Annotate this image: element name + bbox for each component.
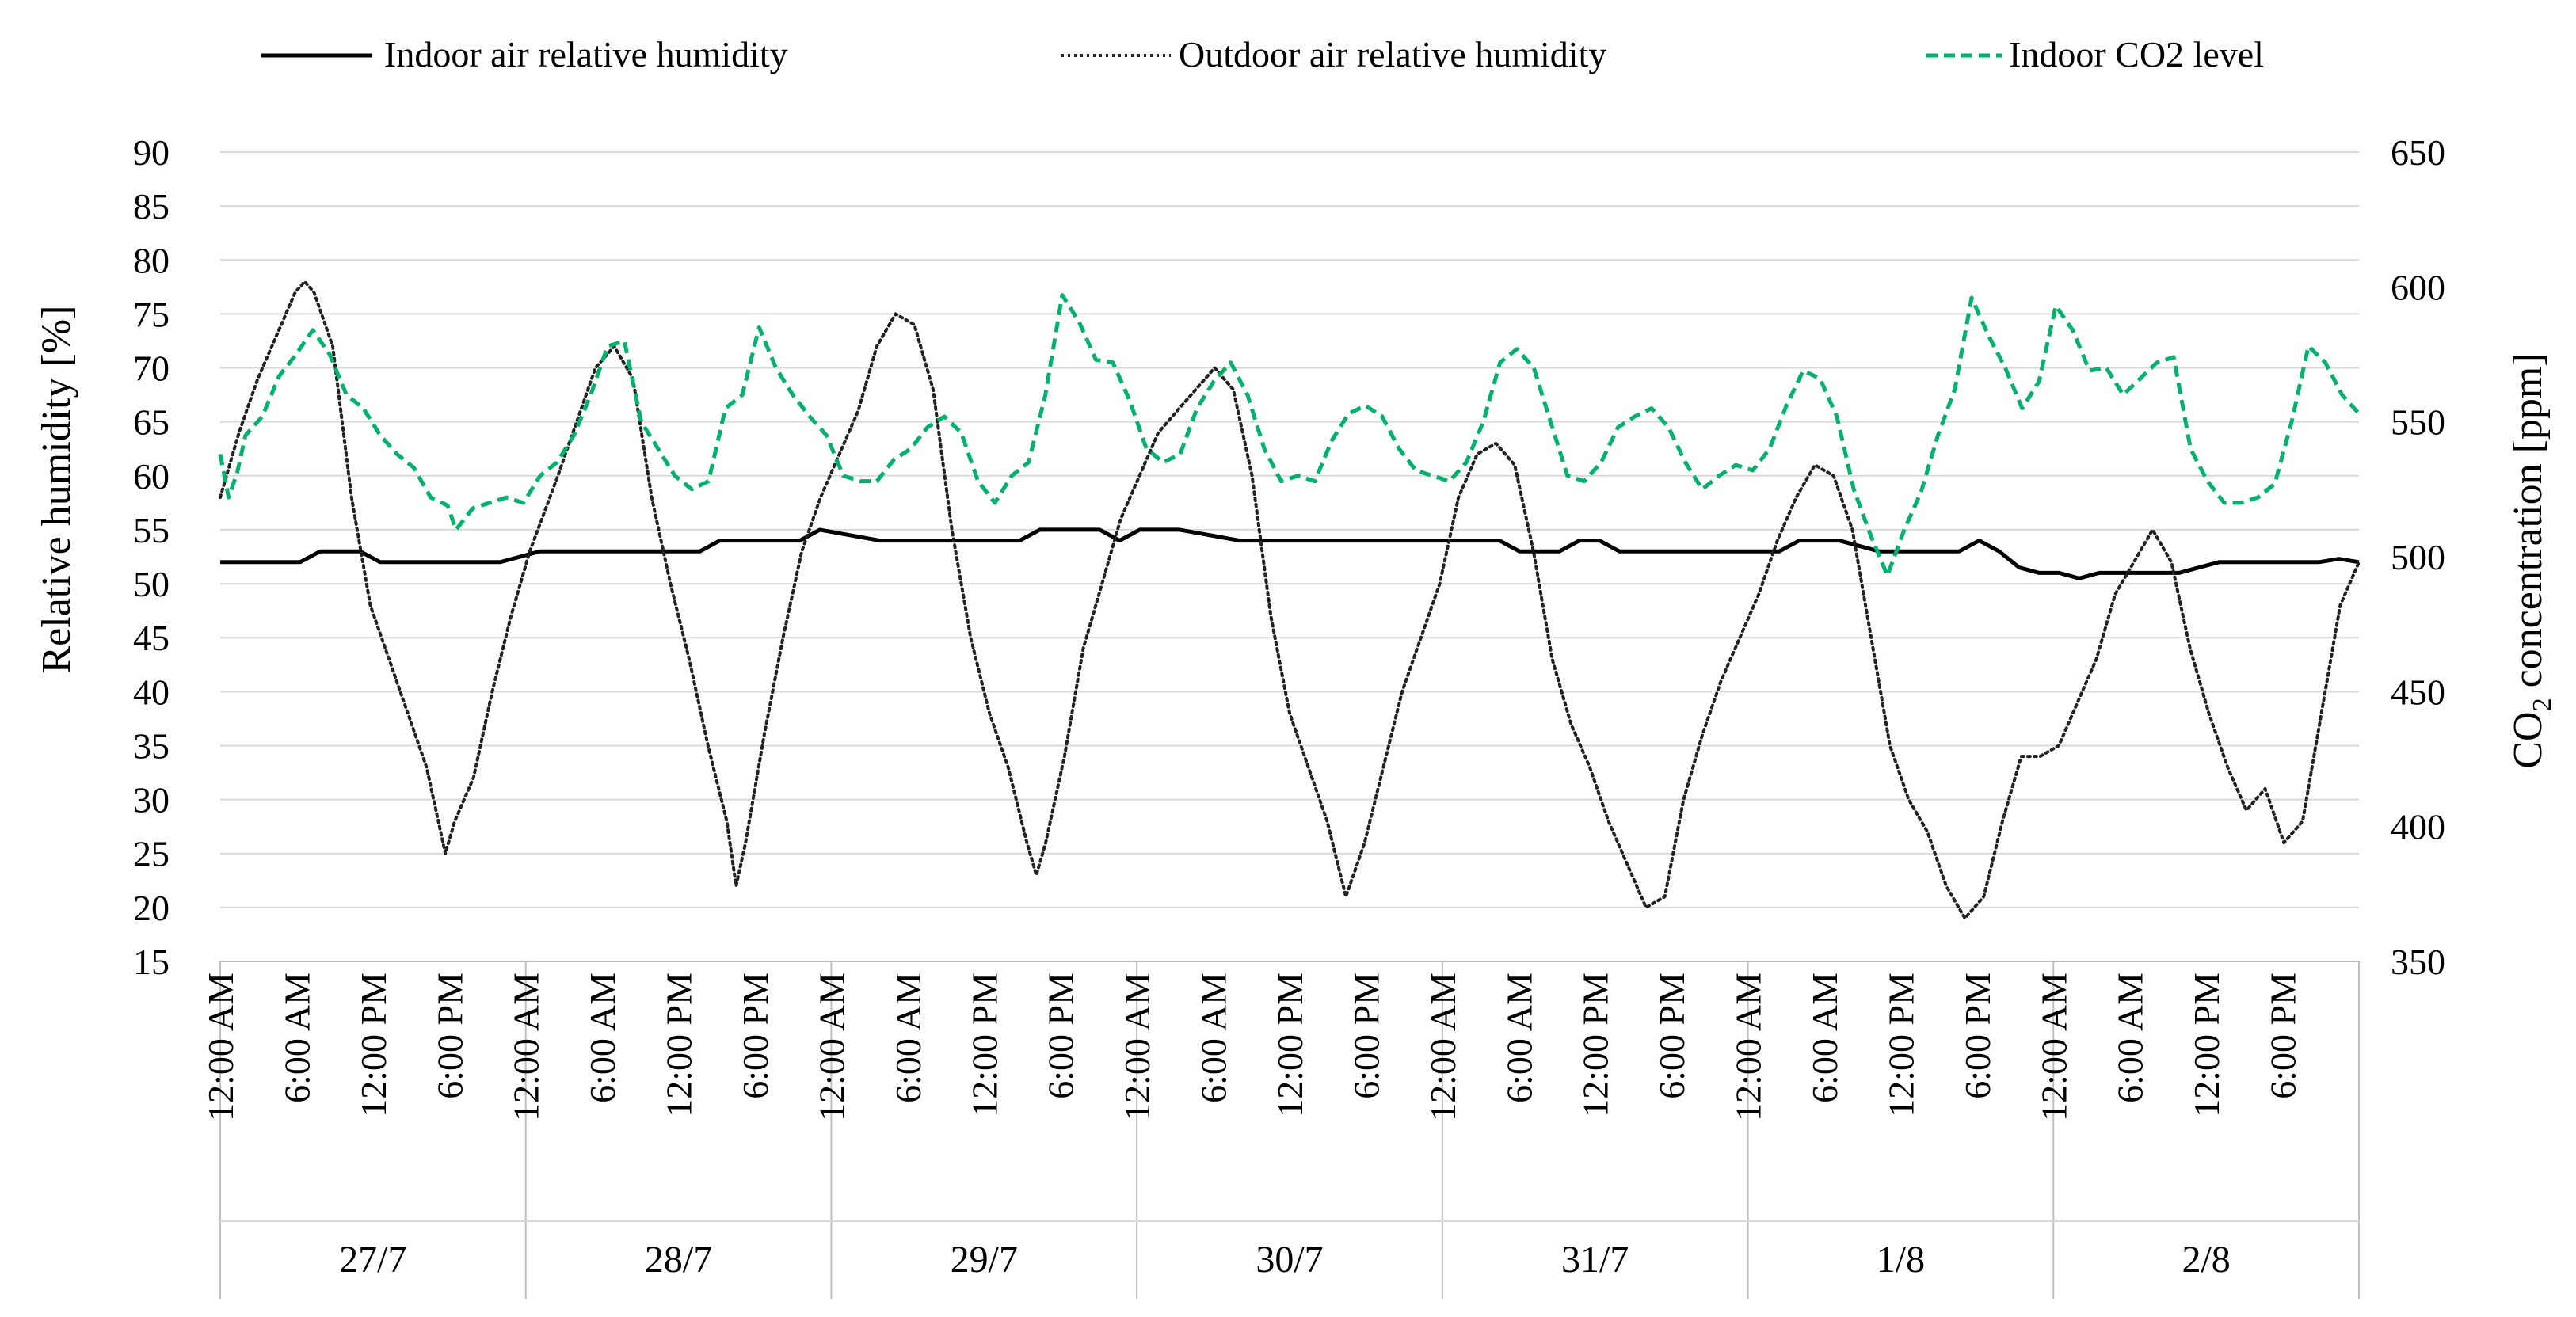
legend-label-outdoor-rh: Outdoor air relative humidity xyxy=(1179,34,1606,74)
x-hour-label: 12:00 PM xyxy=(353,973,394,1117)
legend-label-co2: Indoor CO2 level xyxy=(2009,34,2264,74)
y2-tick-label: 350 xyxy=(2391,942,2445,982)
y-tick-label: 65 xyxy=(133,402,170,443)
x-day-label: 30/7 xyxy=(1256,1239,1323,1281)
x-hour-label: 6:00 PM xyxy=(2263,973,2304,1099)
x-hour-label: 12:00 AM xyxy=(2033,973,2074,1121)
series-lines xyxy=(218,280,2361,920)
y-tick-label: 20 xyxy=(133,888,170,928)
y2-tick-label: 550 xyxy=(2391,402,2445,443)
y2-tick-label: 500 xyxy=(2391,537,2445,577)
y-tick-label: 25 xyxy=(133,834,170,874)
legend-item-co2: Indoor CO2 level xyxy=(1926,34,2264,74)
y-tick-label: 40 xyxy=(133,672,170,712)
x-hour-label: 6:00 PM xyxy=(735,973,775,1099)
y2-tick-label: 450 xyxy=(2391,672,2445,712)
x-hour-label: 6:00 AM xyxy=(1499,973,1539,1103)
x-hour-label: 12:00 AM xyxy=(811,973,852,1121)
x-day-label: 1/8 xyxy=(1877,1239,1925,1281)
gridlines xyxy=(220,151,2359,962)
x-hour-label: 6:00 PM xyxy=(429,973,470,1099)
series-co2 xyxy=(218,293,2361,578)
y2-axis-title: CO2 concentration [ppm] xyxy=(2506,352,2557,768)
x-hour-label: 6:00 PM xyxy=(1957,973,1998,1099)
y-tick-label: 90 xyxy=(133,132,170,173)
legend-item-outdoor-rh: Outdoor air relative humidity xyxy=(1061,34,1606,74)
x-hour-label: 12:00 PM xyxy=(2186,973,2227,1117)
y-tick-label: 30 xyxy=(133,780,170,820)
y-tick-label: 85 xyxy=(133,186,170,226)
legend-item-indoor-rh: Indoor air relative humidity xyxy=(261,34,788,74)
x-hour-label: 6:00 AM xyxy=(1194,973,1234,1103)
x-hour-label: 12:00 PM xyxy=(1576,973,1616,1117)
x-day-label: 29/7 xyxy=(951,1239,1018,1281)
x-hour-label: 6:00 AM xyxy=(1804,973,1845,1103)
series-indoor-rh xyxy=(220,527,2360,580)
x-hour-label: 6:00 AM xyxy=(582,973,623,1103)
x-day-label: 28/7 xyxy=(645,1239,712,1281)
x-day-label: 2/8 xyxy=(2182,1239,2230,1281)
x-hour-label: 6:00 AM xyxy=(276,973,317,1103)
legend: Indoor air relative humidity Outdoor air… xyxy=(261,34,2264,74)
y-tick-label: 80 xyxy=(133,240,170,280)
y-tick-label: 35 xyxy=(133,725,170,766)
y-tick-label: 60 xyxy=(133,456,170,497)
x-hour-label: 12:00 AM xyxy=(506,973,547,1121)
series-outdoor-rh xyxy=(219,280,2361,920)
y-tick-label: 50 xyxy=(133,564,170,604)
x-hour-label: 12:00 AM xyxy=(1423,973,1463,1121)
x-hour-label: 12:00 AM xyxy=(1728,973,1769,1121)
x-hour-label: 12:00 PM xyxy=(964,973,1004,1117)
x-hour-label: 6:00 PM xyxy=(1041,973,1081,1099)
x-hour-label: 12:00 PM xyxy=(1881,973,1921,1117)
x-hour-label: 12:00 PM xyxy=(659,973,699,1117)
y-tick-label: 70 xyxy=(133,348,170,389)
x-hour-label: 12:00 AM xyxy=(200,973,241,1121)
x-axis: 12:00 AM 6:00 AM 12:00 PM 6:00 PM 27/7 12:00 … xyxy=(200,961,2360,1299)
x-hour-label: 6:00 AM xyxy=(888,973,928,1103)
right-axis-ticks: 650 600 550 500 450 400 350 xyxy=(2391,132,2445,982)
y2-title-suffix: concentration [ppm] xyxy=(2506,352,2551,698)
x-hour-label: 6:00 PM xyxy=(1346,973,1386,1099)
y-tick-label: 55 xyxy=(133,510,170,550)
y2-tick-label: 600 xyxy=(2391,267,2445,307)
x-hour-label: 12:00 AM xyxy=(1117,973,1157,1121)
y2-tick-label: 650 xyxy=(2391,132,2445,173)
x-hour-label: 6:00 PM xyxy=(1652,973,1692,1099)
left-axis-ticks: 90 85 80 75 70 65 60 55 50 45 40 35 30 25 20 15 xyxy=(133,132,170,982)
x-hour-label: 6:00 AM xyxy=(2110,973,2151,1103)
y-tick-label: 15 xyxy=(133,942,170,982)
y2-tick-label: 400 xyxy=(2391,807,2445,847)
y2-title-prefix: CO xyxy=(2506,711,2551,768)
y-axis-title: Relative humidity [%] xyxy=(34,305,79,673)
legend-label-indoor-rh: Indoor air relative humidity xyxy=(384,34,788,74)
x-hour-label: 12:00 PM xyxy=(1270,973,1310,1117)
x-day-label: 27/7 xyxy=(339,1239,406,1281)
y-tick-label: 45 xyxy=(133,618,170,658)
y-tick-label: 75 xyxy=(133,294,170,334)
y2-title-sub: 2 xyxy=(2528,698,2557,711)
x-day-label: 31/7 xyxy=(1561,1239,1629,1281)
